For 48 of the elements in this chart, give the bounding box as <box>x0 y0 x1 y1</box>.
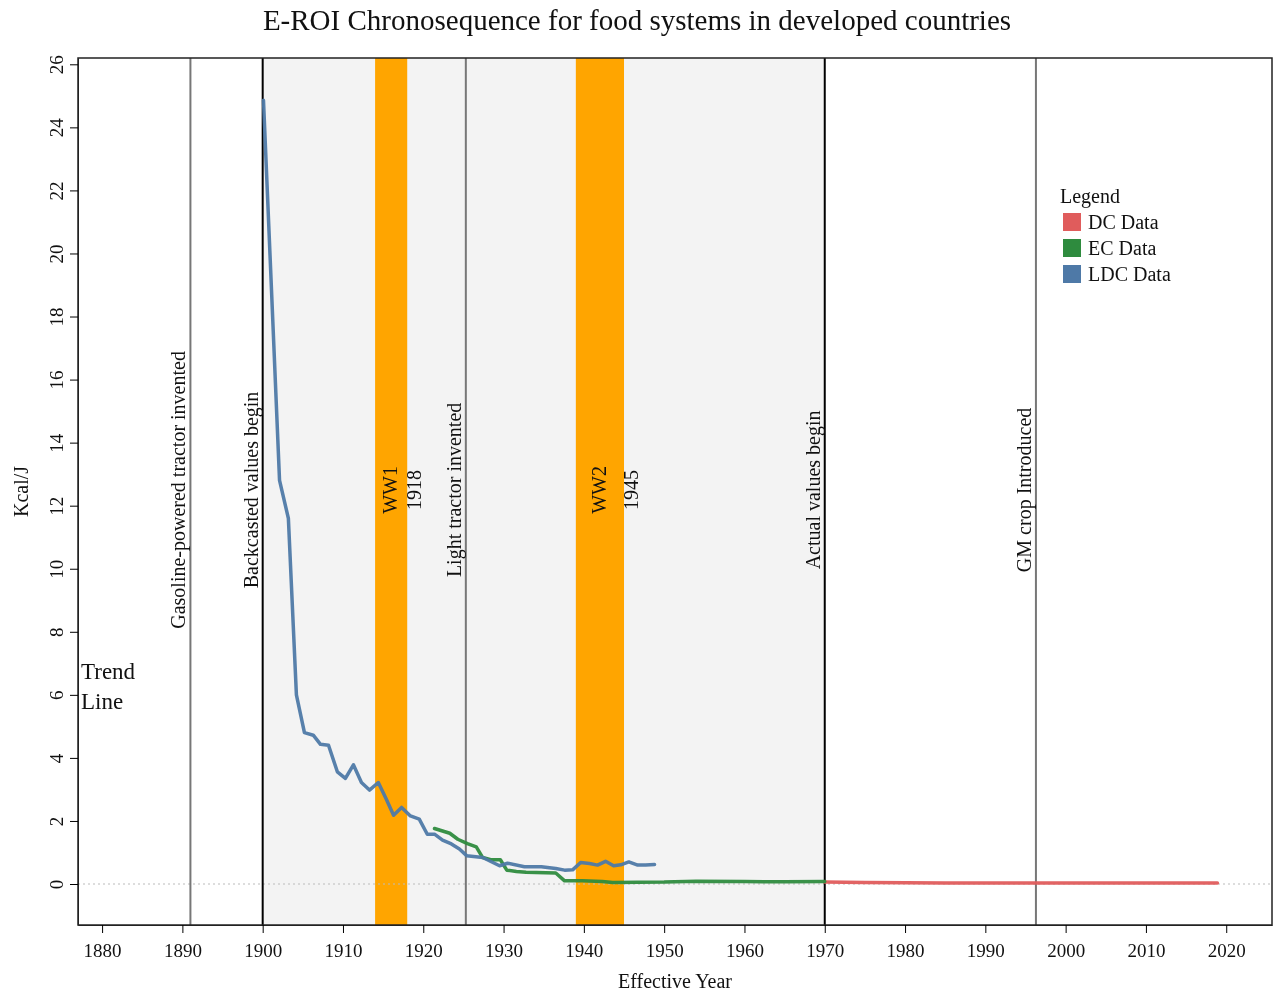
x-tick-label: 1940 <box>565 939 604 961</box>
legend-title: Legend <box>1060 185 1120 208</box>
y-tick-label: 10 <box>45 559 67 579</box>
x-tick-label: 1980 <box>886 939 925 961</box>
y-tick-label: 26 <box>45 55 67 75</box>
y-tick-label: 2 <box>45 816 67 827</box>
y-tick-label: 0 <box>45 879 67 890</box>
ref-line-label: GM crop Introduced <box>1012 407 1036 573</box>
x-tick-label: 1930 <box>485 939 524 961</box>
x-tick-label: 2010 <box>1127 939 1166 961</box>
legend-label: LDC Data <box>1088 263 1171 285</box>
y-tick-label: 24 <box>45 117 67 138</box>
x-tick-label: 2000 <box>1047 939 1086 961</box>
line-series <box>432 826 827 885</box>
x-tick-label: 1990 <box>966 939 1005 961</box>
x-tick-label: 2020 <box>1207 939 1246 961</box>
x-tick-label: 1960 <box>725 939 764 961</box>
line-series <box>261 98 657 872</box>
y-tick-label: 8 <box>45 627 67 638</box>
annotation: 1918 <box>403 469 426 510</box>
annotation: Trend Line <box>81 659 136 715</box>
x-tick-label: 1890 <box>163 939 202 961</box>
y-tick-label: 14 <box>45 433 67 453</box>
ref-line-label: Light tractor invented <box>442 402 466 578</box>
legend-label: EC Data <box>1088 237 1157 259</box>
x-tick-label: 1950 <box>645 939 684 961</box>
ref-line-label: Gasoline-powered tractor invented <box>167 351 191 629</box>
ref-line-label: Actual values begin <box>801 410 825 570</box>
annotation: 1945 <box>620 469 643 510</box>
x-tick-label: 1880 <box>83 939 122 961</box>
x-axis-title: Effective Year <box>617 970 733 992</box>
y-tick-label: 16 <box>45 370 67 390</box>
band-label: WW1 <box>379 466 402 514</box>
x-tick-label: 1910 <box>324 939 363 961</box>
x-tick-label: 1970 <box>806 939 845 961</box>
y-tick-label: 12 <box>45 496 67 516</box>
legend-label: DC Data <box>1088 211 1159 233</box>
x-tick-label: 1920 <box>404 939 443 961</box>
y-tick-label: 6 <box>45 690 67 701</box>
band-label: WW2 <box>587 466 610 514</box>
x-tick-label: 1900 <box>244 939 283 961</box>
y-axis-title: Kcal/J <box>10 465 32 518</box>
y-tick-label: 18 <box>45 307 67 327</box>
ref-line-label: Backcasted values begin <box>239 391 263 589</box>
chart-title: E-ROI Chronosequence for food systems in developed countries <box>262 4 1012 36</box>
y-tick-label: 4 <box>45 753 67 764</box>
y-tick-label: 20 <box>45 244 67 264</box>
y-tick-label: 22 <box>45 181 67 201</box>
